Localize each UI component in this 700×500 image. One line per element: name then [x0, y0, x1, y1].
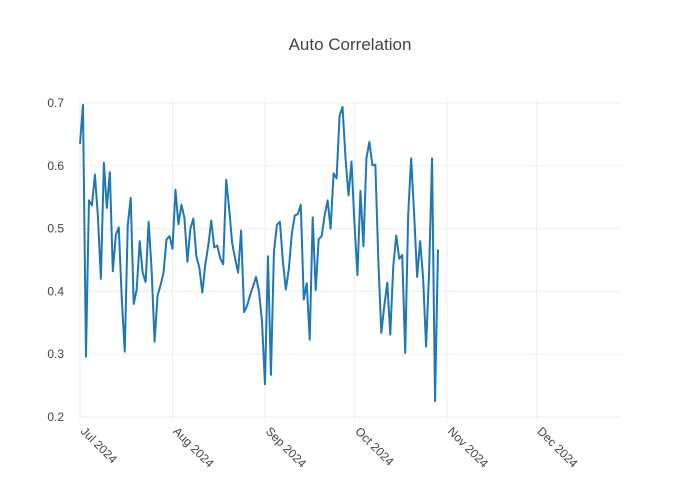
x-tick-label: Aug 2024: [170, 424, 216, 470]
x-tick-label: Oct 2024: [352, 424, 397, 469]
y-tick-label: 0.2: [47, 410, 64, 424]
y-tick-label: 0.3: [47, 347, 64, 361]
y-tick-label: 0.7: [47, 96, 64, 110]
x-tick-label: Sep 2024: [263, 424, 309, 470]
y-tick-label: 0.5: [47, 222, 64, 236]
x-axis-ticks: Jul 2024 Aug 2024 Sep 2024 Oct 2024 Nov 2024…: [78, 424, 581, 470]
x-tick-label: Nov 2024: [445, 424, 491, 470]
x-tick-label: Jul 2024: [78, 424, 120, 466]
series-line: [79, 104, 440, 403]
series-layer: [79, 104, 440, 403]
grid-lines: [79, 100, 620, 420]
x-tick-label: Dec 2024: [534, 424, 580, 470]
y-axis-ticks: 0.2 0.3 0.4 0.5 0.6 0.7: [47, 96, 64, 424]
y-tick-label: 0.6: [47, 159, 64, 173]
y-tick-label: 0.4: [47, 284, 64, 298]
chart-title: Auto Correlation: [289, 35, 412, 54]
